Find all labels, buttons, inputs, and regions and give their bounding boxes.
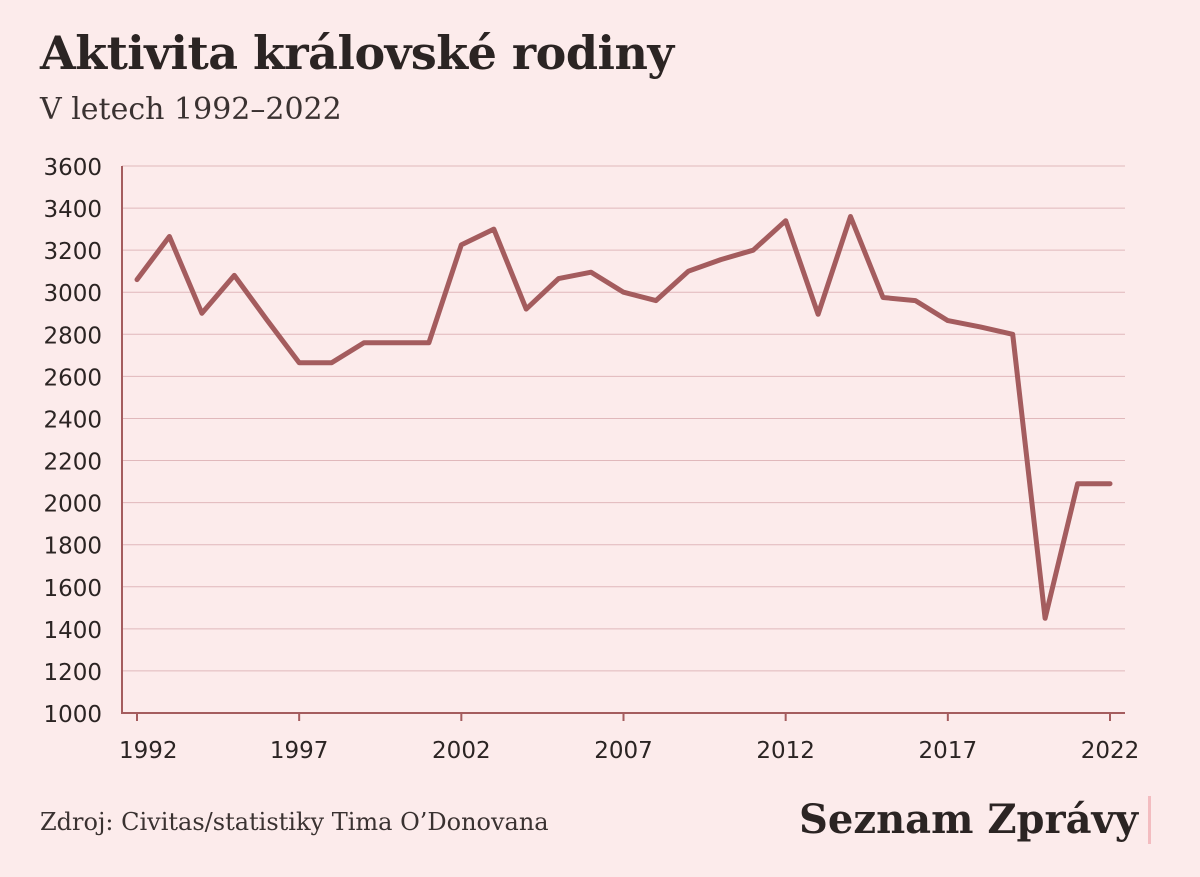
y-tick-label: 2000 <box>43 492 102 518</box>
series <box>134 214 1113 621</box>
y-tick-labels: 1000 1200 1400 1600 1800 2000 2200 2400 2600 2800… <box>43 155 102 728</box>
y-tick-label: 2800 <box>43 323 102 349</box>
y-tick-label: 2600 <box>43 365 102 391</box>
series-line <box>134 214 1113 621</box>
y-tick-label: 3200 <box>43 239 102 265</box>
x-tick-label: 2007 <box>594 738 653 764</box>
brand-accent-bar <box>1148 796 1151 844</box>
x-tick-label: 1992 <box>119 738 178 764</box>
x-tick-labels: 1992 1997 2002 2007 2012 2017 2022 <box>119 713 1139 764</box>
x-tick-label: 2017 <box>919 738 978 764</box>
grid-lines <box>122 165 1125 672</box>
y-tick-label: 1200 <box>43 660 102 686</box>
x-tick-label: 2022 <box>1081 738 1140 764</box>
x-tick-label: 1997 <box>270 738 329 764</box>
chart-subtitle: V letech 1992–2022 <box>40 92 342 127</box>
source-note: Zdroj: Civitas/statistiky Tima O’Donovan… <box>40 808 549 836</box>
x-tick-label: 2002 <box>432 738 491 764</box>
y-tick-label: 2400 <box>43 407 102 433</box>
y-tick-label: 3600 <box>43 155 102 181</box>
y-tick-label: 3400 <box>43 197 102 223</box>
y-tick-label: 3000 <box>43 281 102 307</box>
y-tick-label: 1000 <box>43 702 102 728</box>
y-tick-label: 1800 <box>43 534 102 560</box>
y-tick-label: 1400 <box>43 618 102 644</box>
y-tick-label: 2200 <box>43 450 102 476</box>
brand-logo: Seznam Zprávy <box>799 796 1138 843</box>
x-tick-label: 2012 <box>756 738 815 764</box>
chart-title: Aktivita královské rodiny <box>40 26 674 80</box>
axes <box>121 166 1125 714</box>
y-tick-label: 1600 <box>43 576 102 602</box>
